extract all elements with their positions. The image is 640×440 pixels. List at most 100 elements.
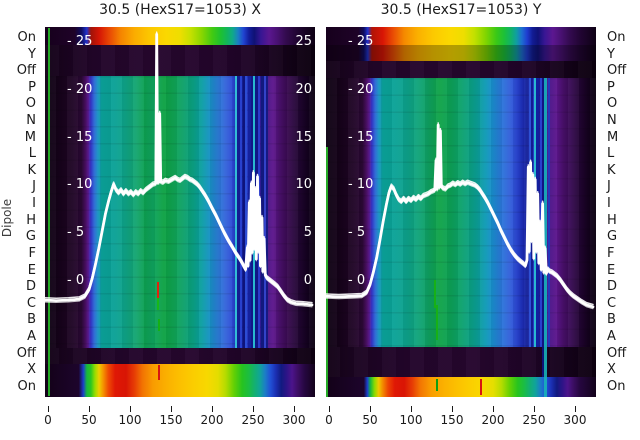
row-label: C [607,295,617,311]
glitch-stripe [540,78,542,347]
y-tick-label-left: - 0 [348,273,366,288]
y-tick-label-left: - 15 [348,129,374,145]
row-label: A [27,328,36,344]
row-label: O [25,96,36,112]
row-label: H [26,212,36,228]
x-tick-mark [48,406,49,412]
row-label: E [607,262,616,278]
y-tick-label-right: 15 [295,129,312,145]
heatmap-panel-y: - 25 - 20 - 15 - 10 - 5 - 0 [326,27,596,397]
x-tick-label: 200 [200,413,224,427]
x-tick-label: 50 [81,413,97,427]
band-dark-bottom [45,348,315,364]
row-label: M [24,129,36,145]
row-label: J [607,179,611,195]
x-tick-mark [212,406,213,412]
x-tick-mark [411,406,412,412]
x-tick-label: 100 [399,413,423,427]
glitch-mark [480,379,482,395]
panel-title-y: 30.5 (HexS17=1053) Y [380,2,542,18]
row-label: G [25,229,36,245]
x-tick-mark [130,406,131,412]
row-label: X [27,362,36,378]
y-tick-label-right: 25 [295,34,312,49]
glitch-stripe [544,78,547,397]
row-label: On [17,378,36,394]
beam-profile-trace [326,122,595,310]
y-tick-label-left: - 10 [348,177,374,193]
beam-profile-trace [45,31,314,308]
x-tick-mark [575,406,576,412]
x-tick-mark [452,406,453,412]
y-tick-label-left: - 25 [348,34,374,49]
row-label: E [27,262,36,278]
row-label: On [607,378,626,394]
x-tick-mark [253,406,254,412]
y-tick-label-left: - 20 [67,81,93,97]
row-label: Off [607,63,627,79]
glitch-stripe [237,76,240,348]
x-tick-mark [171,406,172,412]
x-tick-label: 250 [241,413,265,427]
glitch-stripe [243,76,245,348]
row-label: I [32,196,36,212]
x-tick-mark [329,406,330,412]
x-tick-label: 300 [282,413,306,427]
glitch-stripe [548,78,550,347]
glitch-stripe [261,76,264,348]
x-tick-mark [534,406,535,412]
band-main [45,76,315,348]
row-label: K [607,162,616,178]
x-tick-label: 0 [44,413,52,427]
row-label: G [607,229,618,245]
x-tick-label: 50 [362,413,378,427]
y-tick-label-right: 0 [303,273,312,288]
row-label: P [607,79,615,95]
band-main [326,78,596,347]
glitch-mark [436,379,438,391]
x-axis-right: 0 50 100 150 200 250 300 [325,397,596,437]
y-tick-label-left: - 20 [348,81,374,97]
y-tick-label-right: 5 [303,225,312,241]
glitch-stripe [48,28,50,396]
row-label: H [607,212,617,228]
row-label: J [32,179,36,195]
x-axis-left: 0 50 100 150 200 250 300 [44,397,315,437]
glitch-stripe [264,76,266,348]
row-label: L [607,146,615,162]
y-tick-label-left: - 25 [67,34,93,49]
row-label: Off [16,63,36,79]
x-tick-label: 150 [159,413,183,427]
glitch-stripe [235,76,237,348]
row-label: F [28,245,36,261]
y-tick-label-right: 10 [295,177,312,193]
row-label: X [607,362,616,378]
band-dark-top [45,45,315,76]
band-rainbow-top-dim [326,45,596,61]
x-tick-label: 300 [563,413,587,427]
row-label: D [607,279,618,295]
heatmap-panel-x: - 25 25 - 20 20 - 15 15 - 10 10 - 5 5 - 0 0 [45,27,315,397]
row-label: A [607,328,616,344]
row-labels-left: On Y Off P O N M L K J I H G F E D C B A Off X On [0,30,38,394]
y-tick-label-left: - 10 [67,177,93,193]
glitch-mark [434,280,436,308]
row-label: On [17,30,36,45]
row-label: I [607,196,611,212]
x-tick-label: 200 [481,413,505,427]
x-tick-mark [294,406,295,412]
row-label: D [25,279,36,295]
y-tick-label-right: 20 [295,81,312,97]
glitch-mark [157,298,159,310]
glitch-stripe [326,147,328,397]
x-tick-label: 100 [118,413,142,427]
band-rainbow-bottom [45,364,315,397]
x-tick-mark [493,406,494,412]
band-rainbow-top [326,27,596,45]
row-label: O [607,96,618,112]
y-tick-label-left: - 5 [67,225,85,241]
band-dark-bottom [326,347,596,377]
row-label: On [607,30,626,45]
glitch-stripe [240,76,242,348]
